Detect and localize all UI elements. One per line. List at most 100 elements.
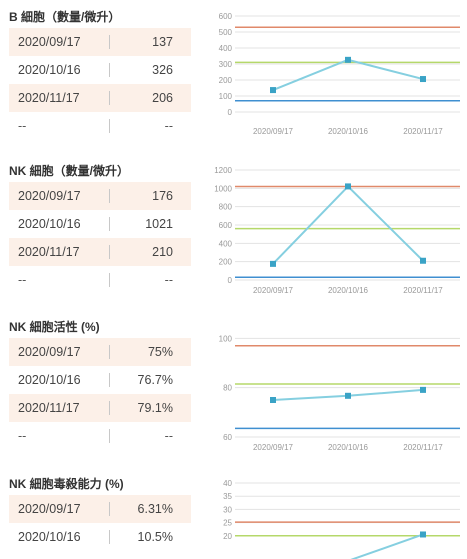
table-row: 2020/11/17 79.1%	[9, 394, 191, 422]
table-row: 2020/10/16 76.7%	[9, 366, 191, 394]
row-date: --	[18, 119, 27, 133]
y-tick-label: 300	[219, 60, 233, 69]
y-tick-label: 40	[223, 479, 232, 488]
x-tick-label: 2020/09/17	[253, 127, 294, 136]
data-point	[420, 257, 426, 264]
nk-activity-chart: 60 80 100 2020/09/17 2020/10/16 2020/11/17	[219, 334, 460, 452]
table-row: -- --	[9, 112, 191, 140]
row-value: 176	[152, 189, 173, 203]
table-row: 2020/10/16 10.5%	[9, 523, 191, 551]
y-tick-label: 600	[219, 221, 233, 230]
row-value: 206	[152, 91, 173, 105]
row-date: 2020/10/16	[18, 63, 81, 77]
y-tick-label: 1200	[214, 166, 232, 175]
column-divider	[109, 63, 110, 77]
y-tick-label: 0	[228, 276, 233, 285]
y-tick-label: 600	[219, 12, 233, 21]
y-tick-label: 100	[219, 92, 233, 101]
row-value: --	[164, 273, 173, 287]
y-tick-label: 400	[219, 239, 233, 248]
section-b-cells: B 細胞（數量/微升） 2020/09/17 137 2020/10/16 326 …	[0, 8, 467, 153]
row-value: 137	[152, 35, 173, 49]
row-value: 79.1%	[137, 401, 173, 415]
row-date: 2020/09/17	[18, 189, 81, 203]
row-date: 2020/09/17	[18, 502, 81, 516]
data-point	[420, 386, 426, 393]
table-row: 2020/09/17 176	[9, 182, 191, 210]
x-tick-label: 2020/10/16	[328, 286, 369, 295]
x-tick-label: 2020/09/17	[253, 286, 294, 295]
row-date: 2020/09/17	[18, 35, 81, 49]
row-value: 6.31%	[137, 502, 173, 516]
column-divider	[109, 273, 110, 287]
x-tick-label: 2020/11/17	[403, 127, 443, 136]
row-value: --	[164, 119, 173, 133]
section-title: NK 細胞（數量/微升）	[9, 164, 130, 178]
row-value: 10.5%	[137, 530, 173, 544]
y-tick-label: 25	[223, 519, 232, 528]
x-tick-label: 2020/10/16	[328, 443, 369, 452]
table-row: 2020/10/16 1021	[9, 210, 191, 238]
data-table: 2020/09/17 6.31% 2020/10/16 10.5%	[9, 495, 191, 551]
row-date: 2020/09/17	[18, 345, 81, 359]
data-point	[420, 531, 426, 538]
section-title: NK 細胞毒殺能力 (%)	[9, 477, 124, 491]
column-divider	[109, 35, 110, 49]
column-divider	[109, 502, 110, 516]
row-date: 2020/10/16	[18, 373, 81, 387]
data-table: 2020/09/17 75% 2020/10/16 76.7% 2020/11/17…	[9, 338, 191, 450]
x-tick-label: 2020/09/17	[253, 443, 294, 452]
data-point	[345, 56, 351, 63]
row-date: --	[18, 429, 27, 443]
data-point	[345, 183, 351, 190]
table-row: -- --	[9, 266, 191, 294]
column-divider	[109, 530, 110, 544]
y-tick-label: 30	[223, 505, 232, 514]
table-row: 2020/09/17 6.31%	[9, 495, 191, 523]
column-divider	[109, 345, 110, 359]
table-row: 2020/09/17 137	[9, 28, 191, 56]
y-tick-label: 0	[228, 108, 233, 117]
x-tick-label: 2020/11/17	[403, 443, 443, 452]
column-divider	[109, 91, 110, 105]
y-tick-label: 20	[223, 532, 232, 541]
row-date: 2020/11/17	[18, 401, 80, 415]
row-date: 2020/10/16	[18, 530, 81, 544]
row-value: 326	[152, 63, 173, 77]
nk-cell-chart: 0 200 400 600 800 1000 1200 2020/09/17 2020/10/1…	[214, 166, 460, 295]
x-tick-label: 2020/10/16	[328, 127, 369, 136]
table-row: -- --	[9, 422, 191, 450]
section-nk-activity: NK 細胞活性 (%) 2020/09/17 75% 2020/10/16 76.7…	[0, 318, 467, 463]
section-nk-cells: NK 細胞（數量/微升） 2020/09/17 176 2020/10/16 102…	[0, 162, 467, 307]
column-divider	[109, 401, 110, 415]
data-point	[345, 392, 351, 399]
y-tick-label: 100	[219, 334, 233, 343]
row-value: 75%	[147, 345, 173, 359]
row-date: --	[18, 273, 27, 287]
column-divider	[109, 373, 110, 387]
column-divider	[109, 245, 110, 259]
y-tick-label: 800	[219, 203, 233, 212]
y-tick-label: 400	[219, 44, 233, 53]
nk-cytotoxicity-chart: 20 25 30 35 40	[223, 479, 460, 559]
y-tick-label: 200	[219, 76, 233, 85]
table-row: 2020/11/17 210	[9, 238, 191, 266]
table-row: 2020/09/17 75%	[9, 338, 191, 366]
y-tick-label: 35	[223, 492, 232, 501]
data-table: 2020/09/17 137 2020/10/16 326 2020/11/17 20…	[9, 28, 191, 140]
data-point	[270, 87, 276, 94]
column-divider	[109, 119, 110, 133]
data-point	[270, 397, 276, 403]
series-line	[350, 533, 424, 559]
row-date: 2020/11/17	[18, 245, 80, 259]
b-cell-chart: 0 100 200 300 400 500 600 2020/09/17 2020/10/16 2…	[219, 12, 460, 136]
section-nk-cytotoxicity: NK 細胞毒殺能力 (%) 2020/09/17 6.31% 2020/10/16…	[0, 475, 467, 559]
column-divider	[109, 429, 110, 443]
data-table: 2020/09/17 176 2020/10/16 1021 2020/11/17 2…	[9, 182, 191, 294]
row-date: 2020/11/17	[18, 91, 80, 105]
table-row: 2020/11/17 206	[9, 84, 191, 112]
section-title: B 細胞（數量/微升）	[9, 10, 121, 24]
column-divider	[109, 189, 110, 203]
table-row: 2020/10/16 326	[9, 56, 191, 84]
y-tick-label: 500	[219, 28, 233, 37]
